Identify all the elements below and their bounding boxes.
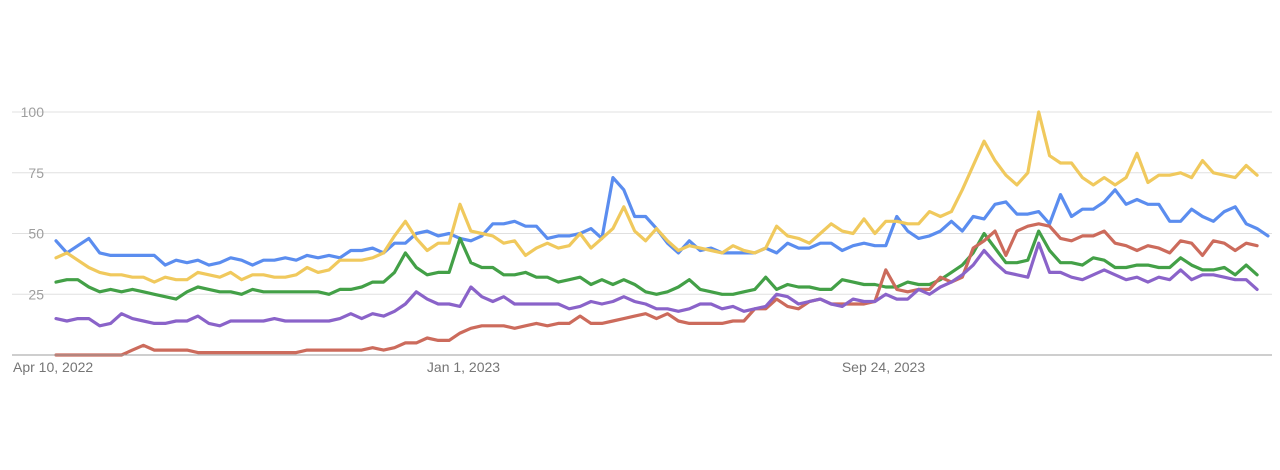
x-axis-ticks: Apr 10, 2022 Jan 1, 2023 Sep 24, 2023 (13, 359, 925, 375)
x-tick-label: Apr 10, 2022 (13, 359, 93, 375)
series-line-5 (54, 241, 1259, 328)
x-tick-label: Sep 24, 2023 (842, 359, 926, 375)
gridlines (12, 111, 1272, 295)
y-tick-label: 75 (28, 165, 44, 181)
y-tick-label: 50 (28, 226, 44, 242)
x-tick-label: Jan 1, 2023 (427, 359, 500, 375)
series-lines (54, 110, 1270, 357)
y-tick-label: 100 (21, 104, 45, 120)
series-line-1 (54, 176, 1270, 267)
series-line-2 (54, 110, 1259, 284)
series-line-4 (54, 222, 1259, 357)
y-tick-label: 25 (28, 286, 44, 302)
y-axis-ticks: 25 50 75 100 (21, 104, 45, 302)
series-line-3 (54, 229, 1259, 301)
